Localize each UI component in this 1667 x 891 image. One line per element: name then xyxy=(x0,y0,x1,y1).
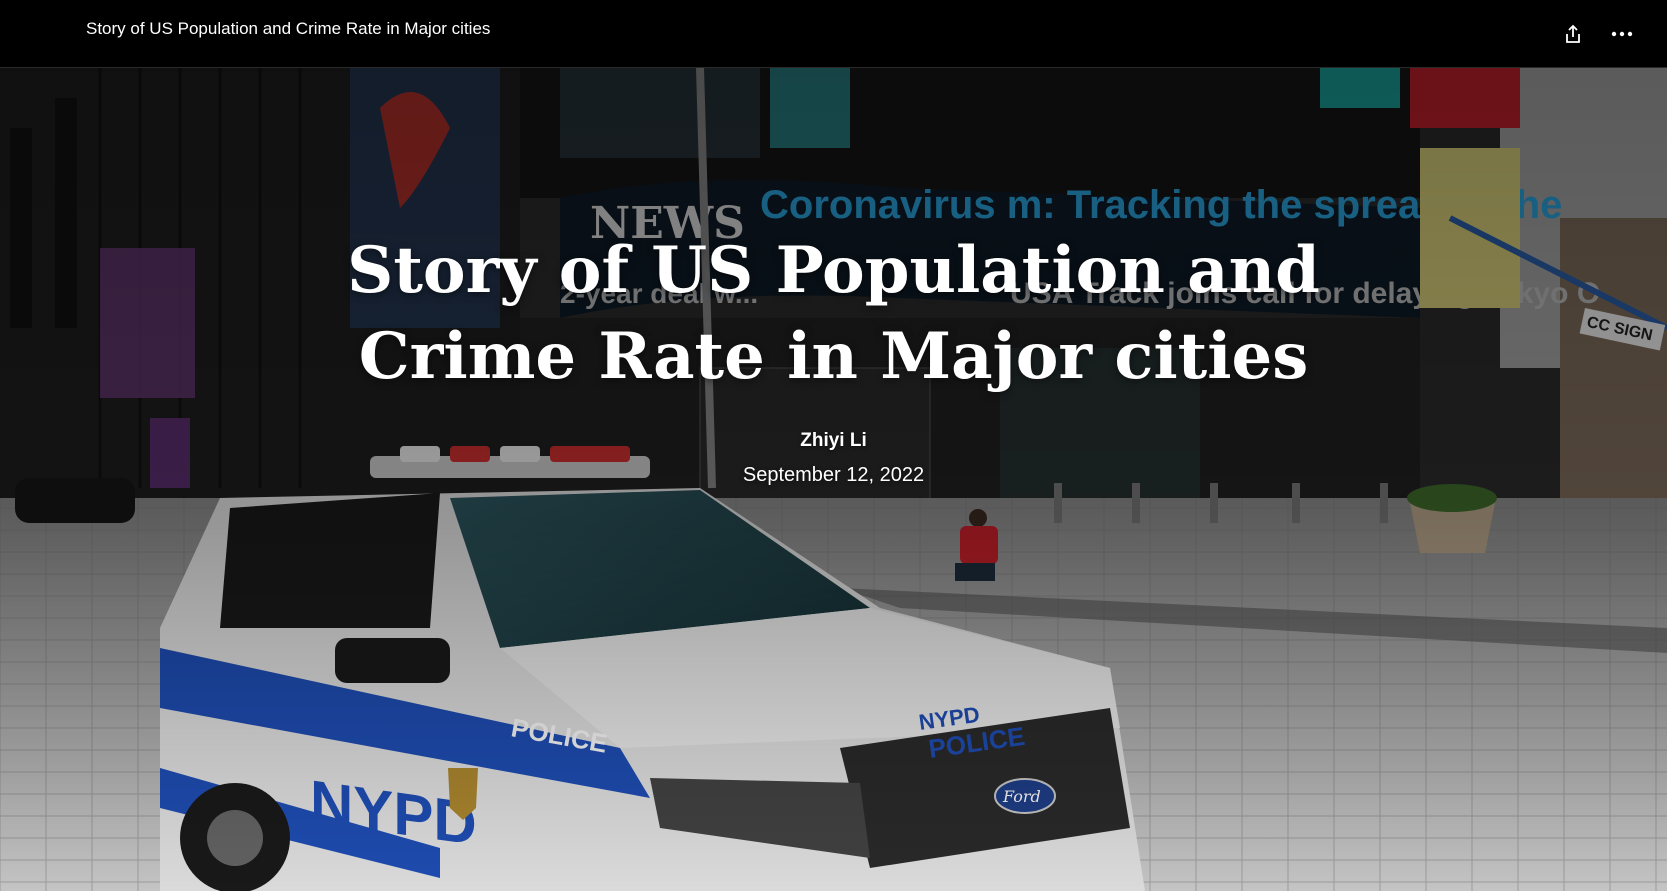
more-options-button[interactable] xyxy=(1602,14,1642,54)
svg-text:NEWS: NEWS xyxy=(590,198,745,249)
share-button[interactable] xyxy=(1553,14,1593,54)
publish-date: September 12, 2022 xyxy=(742,464,925,486)
hero-overlay xyxy=(0,68,1667,891)
story-title: Story of US Population and Crime Rate in… xyxy=(347,233,1320,394)
document-title: Story of US Population and Crime Rate in… xyxy=(86,19,491,38)
svg-text:Ford: Ford xyxy=(1002,787,1041,806)
share-icon xyxy=(1566,24,1580,43)
hero-cover: NEWS Coronavirus m: Tracking the spread … xyxy=(0,68,1667,891)
author-name: Zhiyi Li xyxy=(800,430,867,451)
hero-background-image: NEWS Coronavirus m: Tracking the spread … xyxy=(0,68,1667,891)
more-options-icon xyxy=(1611,31,1633,37)
hero-text-block: Story of US Population and Crime Rate in… xyxy=(0,228,1667,487)
svg-text:2-year deal w...: 2-year deal w... xyxy=(560,278,758,309)
top-bar: Story of US Population and Crime Rate in… xyxy=(0,0,1667,68)
